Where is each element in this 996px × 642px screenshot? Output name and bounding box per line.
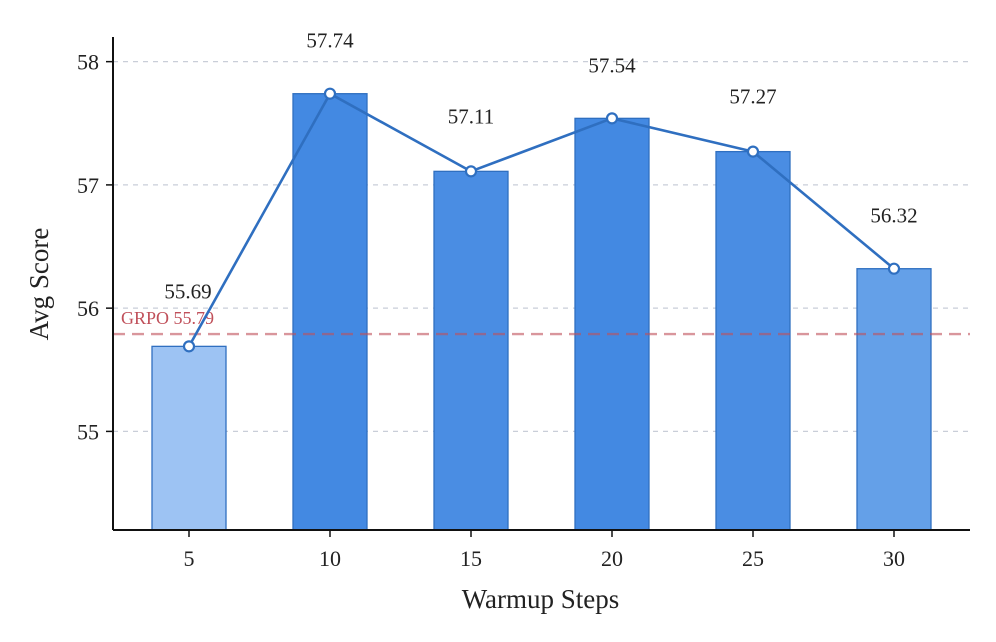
y-axis-title: Avg Score — [24, 228, 54, 341]
bar-15 — [433, 170, 509, 531]
xtick-label-10: 10 — [319, 546, 341, 571]
ytick-label-58: 58 — [77, 50, 99, 75]
point-30 — [887, 262, 901, 275]
bars — [151, 93, 932, 531]
bar-25 — [715, 150, 791, 531]
score-line — [187, 92, 895, 347]
xtick-label-30: 30 — [883, 546, 905, 571]
xtick-label-20: 20 — [601, 546, 623, 571]
point-10 — [323, 87, 337, 100]
xtick-label-5: 5 — [184, 546, 195, 571]
x-axis-title: Warmup Steps — [462, 584, 620, 614]
value-label-15: 57.11 — [448, 104, 494, 128]
x-ticks: 5 10 15 20 25 30 — [184, 530, 905, 571]
grpo-reference-label: GRPO 55.79 — [121, 308, 214, 328]
bar-5 — [151, 345, 227, 531]
value-label-20: 57.54 — [588, 53, 636, 77]
value-label-5: 55.69 — [164, 279, 211, 303]
value-label-25: 57.27 — [729, 85, 776, 109]
bar-30 — [856, 268, 932, 531]
xtick-label-15: 15 — [460, 546, 482, 571]
ytick-label-57: 57 — [77, 173, 99, 198]
xtick-label-25: 25 — [742, 546, 764, 571]
point-15 — [464, 165, 478, 178]
value-label-30: 56.32 — [870, 204, 917, 228]
bar-20 — [574, 117, 650, 531]
y-ticks: 55 56 57 58 — [77, 50, 113, 444]
score-points — [182, 87, 901, 353]
score-polyline — [187, 92, 895, 347]
ytick-label-56: 56 — [77, 296, 99, 321]
bar-10 — [292, 93, 368, 531]
reference-line-group: GRPO 55.79 — [113, 308, 970, 336]
point-25 — [746, 145, 760, 158]
point-20 — [605, 112, 619, 125]
value-label-10: 57.74 — [306, 29, 354, 53]
ytick-label-55: 55 — [77, 419, 99, 444]
gridlines — [113, 61, 970, 433]
value-labels: 55.69 57.74 57.11 57.54 57.27 56.32 — [164, 29, 917, 304]
point-5 — [182, 340, 196, 353]
axes — [112, 37, 970, 531]
